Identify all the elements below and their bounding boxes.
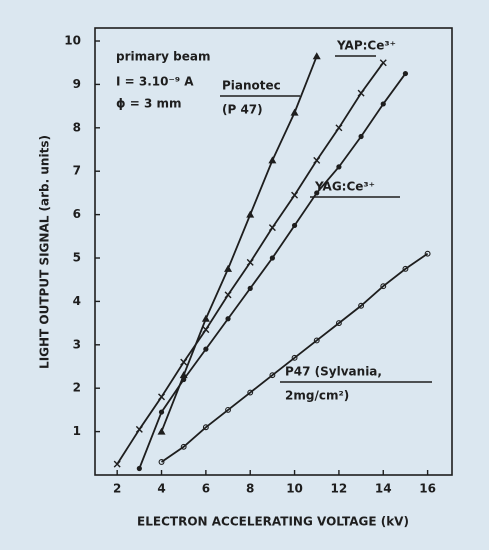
y-tick-label: 7 [73,164,81,178]
marker [335,320,342,327]
series-label: 2mg/cm²) [285,389,349,403]
marker [312,52,321,60]
plot-frame [94,27,453,476]
x-tick-label: 16 [419,482,436,496]
x-tick-label: 6 [202,482,210,496]
y-axis-label: LIGHT OUTPUT SIGNAL (arb. units) [38,135,52,369]
series-line [161,252,429,463]
marker [157,427,166,435]
x-tick-label: 14 [375,482,392,496]
marker [269,255,275,261]
y-tick-label: 5 [73,251,81,265]
marker [225,406,231,413]
series-label: YAP:Ce³⁺ [336,39,396,53]
y-tick-label: 3 [73,337,81,351]
y-tick-label: 1 [73,424,81,438]
marker [357,89,365,97]
marker [424,250,431,257]
marker [158,459,165,465]
marker [136,465,142,472]
marker [314,190,320,196]
y-tick-label: 6 [73,207,81,221]
x-tick-label: 10 [286,482,303,496]
y-tick-label: 10 [64,34,81,48]
y-tick-label: 2 [73,381,81,395]
marker [335,124,343,132]
series-label: YAG:Ce³⁺ [314,180,375,194]
x-tick-label: 4 [157,482,165,496]
annotation: ϕ = 3 mm [116,97,182,111]
marker [158,409,165,415]
x-tick-label: 12 [331,482,348,496]
marker [313,156,321,164]
marker [202,326,210,334]
series-line [160,55,318,432]
marker [246,210,255,218]
marker [291,191,299,199]
marker [247,285,253,291]
marker [201,314,210,322]
marker [380,283,387,290]
series-label: Pianotec [222,79,281,93]
marker [203,346,209,352]
y-tick-label: 9 [73,77,81,91]
marker [402,70,409,77]
marker [291,222,298,229]
annotation: primary beam [116,50,210,64]
marker [224,264,233,272]
marker [379,59,387,67]
marker [291,354,298,361]
series-label: (P 47) [222,103,263,117]
marker [268,156,277,164]
marker [113,460,121,468]
x-axis-label: ELECTRON ACCELERATING VOLTAGE (kV) [137,515,409,529]
x-tick-label: 8 [246,482,254,496]
marker [246,258,254,266]
series-label: P47 (Sylvania, [285,365,382,379]
marker [224,291,232,299]
marker [358,302,365,309]
y-tick-label: 8 [73,120,81,134]
marker [313,337,320,344]
marker [402,265,409,272]
marker [336,164,342,170]
marker [247,389,254,396]
marker [135,425,143,433]
marker [380,101,386,107]
marker [202,424,209,431]
marker [158,393,166,401]
marker [290,108,299,116]
marker [269,372,276,379]
marker [358,133,364,140]
marker [180,443,187,450]
marker [181,376,187,383]
marker [180,358,188,366]
x-tick-label: 2 [113,482,121,496]
annotation: I = 3.10⁻⁹ A [116,75,194,89]
marker [268,224,276,232]
marker [225,316,231,322]
y-tick-label: 4 [73,294,81,308]
